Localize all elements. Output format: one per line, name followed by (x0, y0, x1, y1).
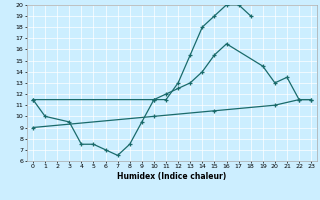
X-axis label: Humidex (Indice chaleur): Humidex (Indice chaleur) (117, 172, 227, 181)
